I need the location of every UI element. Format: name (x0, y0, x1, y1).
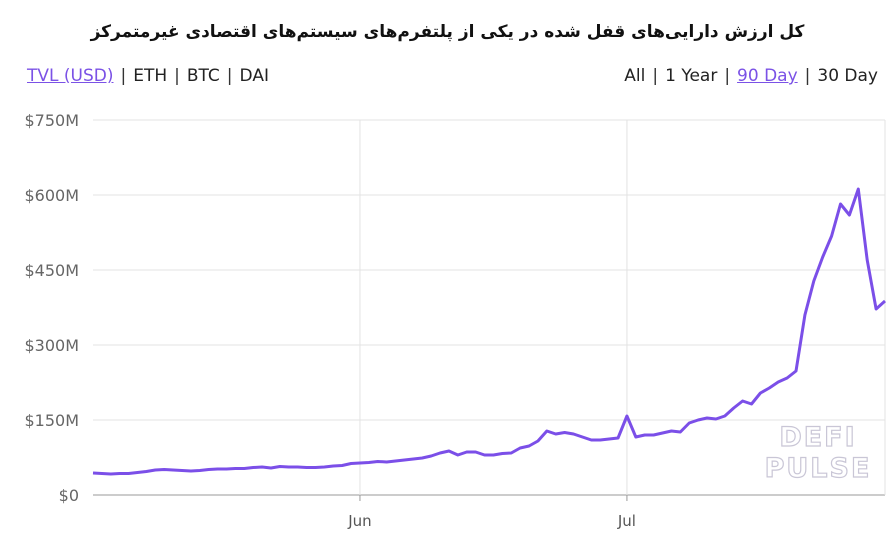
separator: | (226, 66, 233, 86)
option-link[interactable]: All (624, 66, 646, 86)
y-tick-label: $0 (59, 486, 79, 505)
watermark: PULSE (765, 453, 872, 484)
y-tick-label: $150M (24, 411, 79, 430)
separator: | (724, 66, 731, 86)
y-tick-label: $750M (24, 111, 79, 130)
option-link[interactable]: TVL (USD) (27, 66, 114, 86)
y-tick-label: $450M (24, 261, 79, 280)
option-link[interactable]: 30 Day (817, 66, 878, 86)
separator: | (804, 66, 811, 86)
option-link[interactable]: DAI (239, 66, 269, 86)
range-controls: All | 1 Year | 90 Day | 30 Day (624, 66, 878, 86)
chart-title: کل ارزش دارایی‌های قفل شده در یکی از پلت… (90, 22, 805, 42)
x-tick-label: Jul (617, 512, 636, 530)
data-line (92, 187, 887, 476)
separator: | (174, 66, 180, 86)
y-tick-label: $300M (24, 336, 79, 355)
watermark: DEFI (779, 422, 856, 453)
separator: | (120, 66, 127, 86)
option-link[interactable]: ETH (133, 66, 168, 86)
y-tick-label: $600M (24, 186, 79, 205)
currency-controls: TVL (USD) | ETH | BTC | DAI (27, 66, 269, 86)
option-link[interactable]: BTC (186, 66, 220, 86)
separator: | (652, 66, 659, 86)
option-link[interactable]: 1 Year (665, 66, 718, 86)
x-tick-label: Jun (347, 512, 371, 530)
option-link[interactable]: 90 Day (737, 66, 798, 86)
